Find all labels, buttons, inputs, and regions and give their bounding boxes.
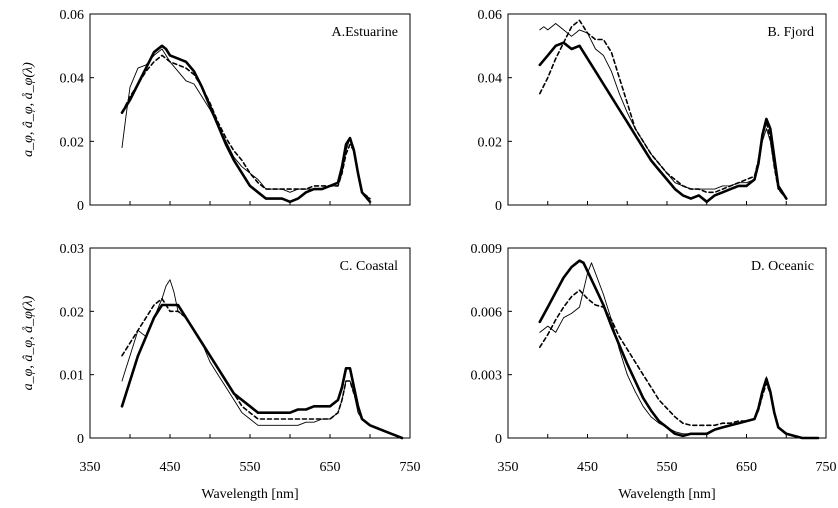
series-line-dashed (539, 19, 788, 200)
chart-panel-2: 0 0.02 0.04 0.06 B. Fjord (478, 8, 827, 214)
y-tick-label: 0 (77, 199, 84, 214)
y-tick-label: 0.003 (471, 369, 503, 384)
y-tick-label: 0.06 (478, 8, 503, 23)
chart-panel-4: 0 0.003 0.006 0.009 350 450 550 650 750 D. Oceani… (471, 242, 837, 502)
y-tick-label: 0 (495, 432, 502, 447)
x-tick-label: 650 (320, 460, 341, 475)
panel-label: B. Fjord (767, 25, 814, 40)
y-tick-label: 0.02 (60, 135, 85, 150)
y-tick-label: 0.02 (60, 305, 85, 320)
panel-label: A.Estuarine (332, 25, 398, 40)
y-axis-label: a_φ, â_φ, å_φ(λ) (21, 295, 36, 390)
series-line-dashed (539, 289, 819, 439)
series-line-thin (539, 262, 819, 439)
x-tick-label: 550 (240, 460, 261, 475)
series-line-thick (120, 303, 404, 440)
panel-label: D. Oceanic (751, 259, 814, 274)
x-tick-label: 650 (736, 460, 757, 475)
y-tick-label: 0.03 (60, 242, 85, 257)
x-axis-label: Wavelength [nm] (201, 487, 298, 502)
chart-panel-3: 0 0.01 0.02 0.03 350 450 550 650 750 C. Coastal Wa… (21, 242, 421, 502)
plot-frame (89, 13, 411, 206)
x-tick-label: 450 (160, 460, 181, 475)
chart-panel-1: 0 0.02 0.04 0.06 A.Estuarine a_φ, â_φ, å_φ(λ) (21, 8, 411, 214)
plot-frame (89, 247, 411, 439)
x-tick-label: 550 (657, 460, 678, 475)
chart-panels: 0 0.02 0.04 0.06 A.Estuarine a_φ, â_φ, å_φ(λ)… (21, 8, 837, 502)
x-axis-label: Wavelength [nm] (618, 487, 715, 502)
x-tick-label: 450 (577, 460, 598, 475)
plot-frame (507, 13, 827, 206)
x-tick-label: 350 (80, 460, 101, 475)
y-tick-label: 0.04 (60, 72, 85, 87)
series-line-dashed (121, 54, 371, 200)
series-line-thin (539, 23, 787, 200)
y-tick-label: 0.04 (478, 72, 503, 87)
y-tick-label: 0 (495, 199, 502, 214)
panel-label: C. Coastal (340, 259, 398, 274)
y-tick-label: 0.006 (471, 305, 503, 320)
y-tick-label: 0.06 (60, 8, 85, 23)
series-line-thick (120, 44, 372, 204)
y-axis-label: a_φ, â_φ, å_φ(λ) (21, 62, 36, 157)
y-tick-label: 0.02 (478, 135, 503, 150)
series-line-thin (121, 48, 371, 200)
y-tick-label: 0.009 (471, 242, 503, 257)
x-tick-label: 350 (498, 460, 519, 475)
series-line-thick (538, 259, 820, 440)
y-tick-label: 0 (77, 432, 84, 447)
series-line-dashed (121, 297, 403, 439)
x-tick-label: 750 (816, 460, 837, 475)
y-tick-label: 0.01 (60, 369, 85, 384)
x-tick-label: 750 (400, 460, 421, 475)
